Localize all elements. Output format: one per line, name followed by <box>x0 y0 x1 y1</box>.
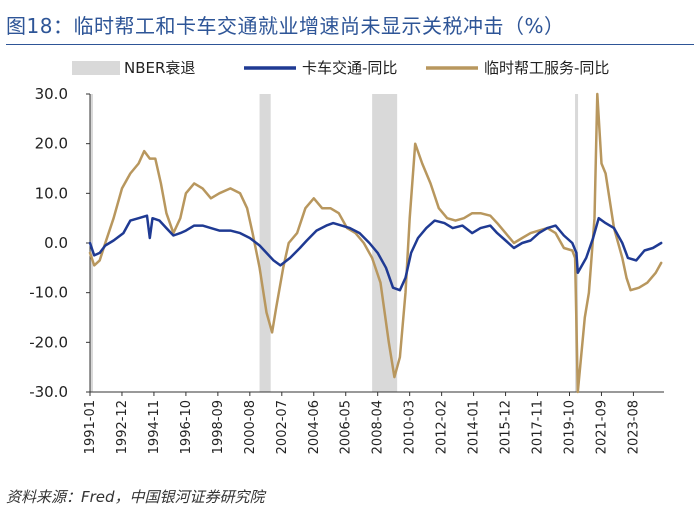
legend-swatch-recession <box>72 61 120 75</box>
x-tick-label: 1996-10 <box>179 400 194 454</box>
y-tick-label: 20.0 <box>35 135 68 153</box>
legend-label-recession: NBER衰退 <box>124 59 195 77</box>
x-tick-label: 1994-11 <box>147 400 162 454</box>
x-tick-label: 2006-05 <box>339 400 354 454</box>
x-tick-label: 2023-08 <box>626 400 641 454</box>
chart-axes: 30.0 20.0 10.0 0.0 -10.0 -20.0 -30.0 1991-01 199… <box>29 85 664 454</box>
legend-label-1: 临时帮工服务-同比 <box>484 59 609 77</box>
x-tick-label: 2021-09 <box>594 400 609 454</box>
x-tick-label: 1991-01 <box>83 400 98 454</box>
chart-legend: NBER衰退 卡车交通-同比 临时帮工服务-同比 <box>72 59 609 77</box>
y-tick-label: 30.0 <box>35 85 68 103</box>
y-tick-label: 0.0 <box>44 234 68 252</box>
recession-band-2 <box>372 94 398 392</box>
x-tick-label: 2002-07 <box>275 400 290 454</box>
chart-series <box>88 92 663 394</box>
source-note: 资料来源：Fred，中国银河证券研究院 <box>6 488 265 506</box>
y-tick-label: -10.0 <box>29 284 68 302</box>
x-tick-label: 2015-12 <box>499 400 514 454</box>
y-tick-label: 10.0 <box>35 184 68 202</box>
x-tick-label: 2000-08 <box>243 400 258 454</box>
x-tick-label: 2014-01 <box>467 400 482 454</box>
recession-band-0 <box>90 94 93 392</box>
chart-title: 图18：临时帮工和卡车交通就业增速尚未显示关税冲击（%） <box>6 14 565 38</box>
recession-shading <box>90 94 579 392</box>
x-tick-label: 1998-09 <box>211 400 226 454</box>
recession-band-1 <box>259 94 271 392</box>
x-tick-label: 2017-11 <box>531 400 546 454</box>
x-tick-label: 2012-02 <box>435 400 450 454</box>
series-line-0 <box>88 214 663 292</box>
x-tick-label: 2010-03 <box>403 400 418 454</box>
x-tick-label: 1992-12 <box>115 400 130 454</box>
series-line-1 <box>88 92 663 394</box>
x-tick-label: 2004-06 <box>307 400 322 454</box>
y-tick-label: -20.0 <box>29 333 68 351</box>
y-tick-label: -30.0 <box>29 383 68 401</box>
x-tick-label: 2019-10 <box>562 400 577 454</box>
title-divider <box>6 44 694 45</box>
legend-label-0: 卡车交通-同比 <box>302 59 397 77</box>
x-tick-label: 2008-04 <box>371 400 386 454</box>
recession-band-3 <box>575 94 579 392</box>
